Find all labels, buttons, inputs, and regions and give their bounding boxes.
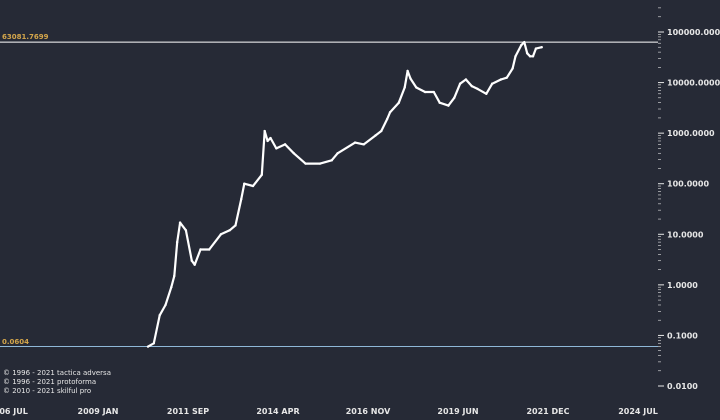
price-point xyxy=(525,52,529,55)
price-point xyxy=(304,162,307,165)
x-tick-label: 2021 DEC xyxy=(526,407,569,416)
y-tick-label: 10000.0000 xyxy=(667,79,720,88)
price-point xyxy=(193,263,196,266)
price-point xyxy=(531,55,535,58)
price-point xyxy=(362,143,366,146)
price-point xyxy=(292,152,296,155)
price-point xyxy=(490,82,494,85)
price-point xyxy=(470,84,473,88)
y-tick-label: 10.0000 xyxy=(667,230,704,239)
y-tick-label: 1000.0000 xyxy=(667,129,715,138)
price-point xyxy=(380,129,383,133)
price-point xyxy=(514,55,517,58)
y-tick-label: 0.0100 xyxy=(667,382,698,391)
copyright-line-1: © 1996 - 2021 tactica adversa xyxy=(3,369,111,377)
price-point xyxy=(374,134,377,137)
price-point xyxy=(534,47,538,50)
x-tick-label: 2011 SEP xyxy=(167,407,209,416)
price-point xyxy=(505,76,508,79)
all-time-high-label: 63081.7699 xyxy=(2,33,49,42)
price-point xyxy=(243,182,246,185)
y-tick-label: 100000.0000 xyxy=(667,28,720,37)
price-point xyxy=(318,162,322,165)
price-point xyxy=(388,110,392,114)
x-tick-label: 2014 APR xyxy=(256,407,299,416)
price-point xyxy=(152,342,156,345)
price-point xyxy=(175,240,179,244)
price-point xyxy=(228,229,231,232)
price-point xyxy=(263,129,266,133)
y-tick-label: 0.1000 xyxy=(667,331,698,340)
x-tick-label: 2024 JUL xyxy=(618,407,658,416)
price-point xyxy=(499,78,503,81)
price-point xyxy=(438,101,441,104)
price-point xyxy=(447,104,450,107)
price-point xyxy=(269,136,272,140)
x-tick-label: 2006 JUL xyxy=(0,407,28,416)
copyright-line-3: © 2010 - 2021 skilful pro xyxy=(3,387,92,395)
price-point xyxy=(158,314,161,317)
price-point xyxy=(458,82,462,85)
price-point xyxy=(464,78,468,81)
price-point xyxy=(240,197,243,201)
price-point xyxy=(170,285,173,289)
price-point xyxy=(528,55,532,58)
price-point xyxy=(406,69,409,73)
price-point xyxy=(397,101,401,104)
price-point xyxy=(283,143,287,146)
price-point xyxy=(415,86,418,89)
price-point xyxy=(260,173,263,177)
price-point xyxy=(184,229,188,232)
price-point xyxy=(208,248,211,251)
y-tick-label: 1.0000 xyxy=(667,281,698,290)
price-point xyxy=(234,224,237,227)
price-point xyxy=(476,87,479,91)
copyright-line-2: © 1996 - 2021 protoforma xyxy=(3,378,97,386)
price-point xyxy=(485,92,488,95)
price-point xyxy=(178,221,182,224)
y-tick-label: 100.0000 xyxy=(667,180,709,189)
x-tick-label: 2019 JUN xyxy=(437,407,478,416)
price-point xyxy=(453,96,456,99)
price-point xyxy=(199,248,202,251)
price-point xyxy=(190,259,193,262)
x-tick-label: 2009 JAN xyxy=(78,407,119,416)
price-point xyxy=(219,233,223,236)
price-point xyxy=(266,139,269,143)
price-point xyxy=(432,90,436,94)
price-point xyxy=(353,141,357,144)
price-point xyxy=(336,152,339,155)
price-point xyxy=(385,117,389,121)
price-point xyxy=(520,43,523,47)
price-point xyxy=(409,77,412,80)
all-time-low-label: 0.0604 xyxy=(2,337,30,346)
price-point xyxy=(251,184,255,188)
y-axis: 100000.0000 10000.0000 1000.0000 100.0000 10… xyxy=(658,7,720,391)
price-point xyxy=(523,40,526,44)
x-axis: 2006 JUL 2009 JAN 2011 SEP 2014 APR 2016 NOV… xyxy=(0,407,658,416)
price-point xyxy=(403,86,406,89)
price-point xyxy=(146,345,150,348)
price-point xyxy=(164,303,167,307)
price-point xyxy=(173,274,176,278)
x-tick-label: 2016 NOV xyxy=(346,407,391,416)
price-series xyxy=(146,40,543,348)
price-point xyxy=(540,46,543,49)
price-point xyxy=(275,147,278,150)
price-point xyxy=(511,67,514,70)
price-point xyxy=(423,90,427,94)
price-point xyxy=(330,159,333,162)
price-line xyxy=(147,40,543,348)
